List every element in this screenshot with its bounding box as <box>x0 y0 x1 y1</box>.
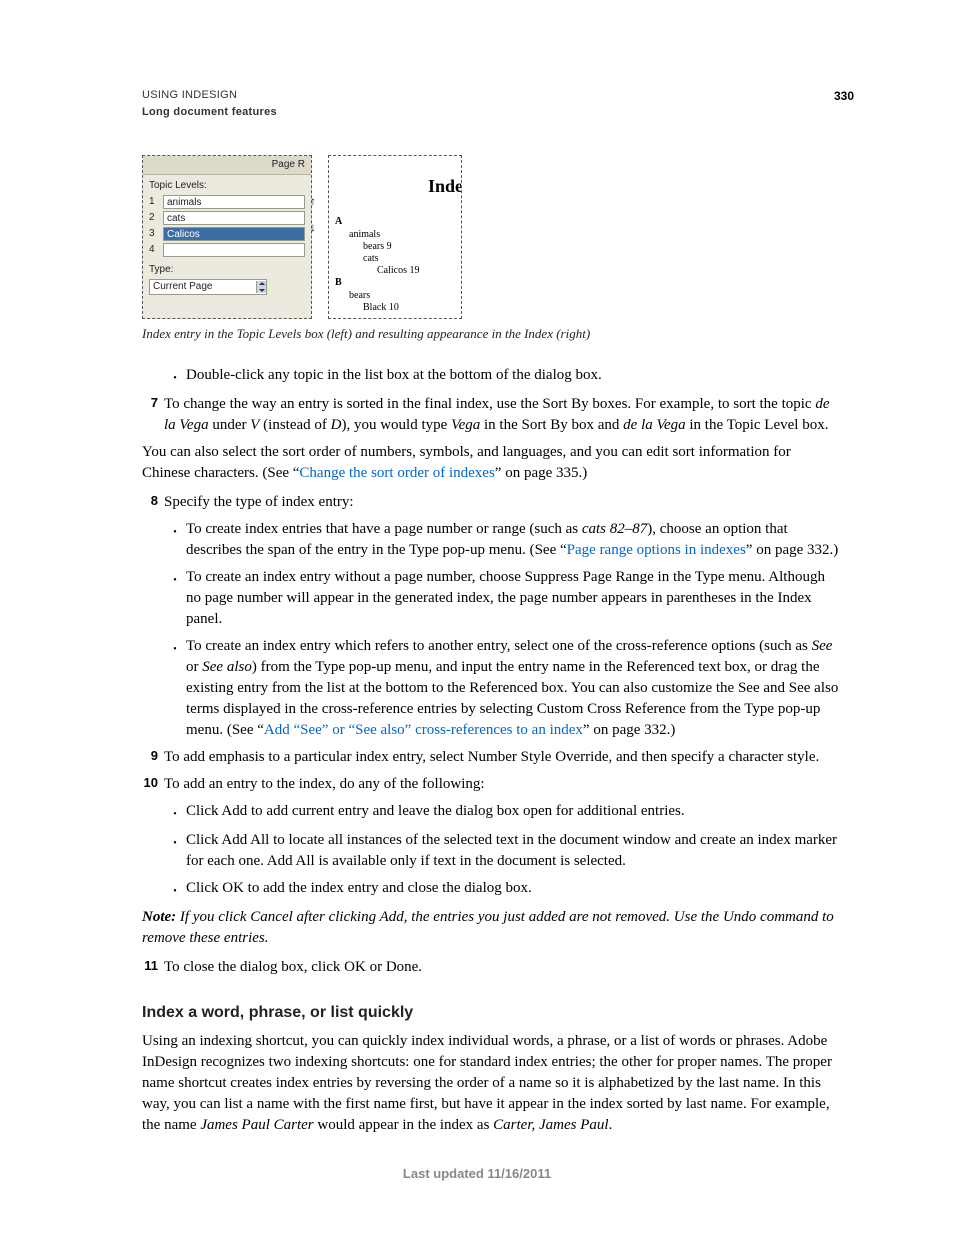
row-num: 2 <box>149 211 159 225</box>
topic-levels-panel: Page R Topic Levels: 1 animals 2 cats 3 Cal… <box>142 155 312 319</box>
move-up-icon[interactable]: ↑ <box>307 195 319 207</box>
index-preview-title: Inde <box>428 174 462 199</box>
idx-line: Black 10 <box>363 302 455 314</box>
link-page-range-options[interactable]: Page range options in indexes <box>567 542 746 558</box>
row-num: 1 <box>149 195 159 209</box>
link-change-sort-order[interactable]: Change the sort order of indexes <box>299 465 494 481</box>
step-8: 8Specify the type of index entry: <box>142 492 842 513</box>
running-header: USING INDESIGN Long document features <box>142 88 277 121</box>
row-field[interactable] <box>163 243 305 257</box>
row-field[interactable]: animals <box>163 195 305 209</box>
idx-line: animals <box>349 229 455 241</box>
figure: Page R Topic Levels: 1 animals 2 cats 3 Cal… <box>142 155 842 319</box>
step-10: 10To add an entry to the index, do any o… <box>142 774 842 795</box>
step-9: 9To add emphasis to a particular index e… <box>142 747 842 768</box>
index-preview-panel: Inde A animals bears 9 cats Calicos 19 B… <box>328 155 462 319</box>
figure-caption: Index entry in the Topic Levels box (lef… <box>142 325 842 343</box>
footer-last-updated: Last updated 11/16/2011 <box>0 1165 954 1183</box>
bullet: To create index entries that have a page… <box>164 519 842 561</box>
bullet: Click Add to add current entry and leave… <box>164 801 842 824</box>
step-7: 7To change the way an entry is sorted in… <box>142 394 842 436</box>
note: Note: If you click Cancel after clicking… <box>142 907 842 949</box>
page-number: 330 <box>834 88 854 105</box>
type-value: Current Page <box>153 280 212 294</box>
header-line1: USING INDESIGN <box>142 88 277 103</box>
page-content: Page R Topic Levels: 1 animals 2 cats 3 Cal… <box>142 155 842 1144</box>
type-select[interactable]: Current Page <box>149 279 267 295</box>
idx-line: Calicos 19 <box>377 265 455 277</box>
bullet: To create an index entry without a page … <box>164 567 842 630</box>
link-add-see-also[interactable]: Add “See” or “See also” cross-references… <box>264 722 583 738</box>
index-preview-body: A animals bears 9 cats Calicos 19 B bear… <box>335 216 455 314</box>
dropdown-carets-icon <box>256 281 266 293</box>
idx-line: bears <box>349 290 455 302</box>
body-paragraph: You can also select the sort order of nu… <box>142 442 842 484</box>
bullet: Click Add All to locate all instances of… <box>164 830 842 872</box>
row-field[interactable]: Calicos <box>163 227 305 241</box>
header-line2: Long document features <box>142 105 277 120</box>
step-11: 11To close the dialog box, click OK or D… <box>142 957 842 978</box>
idx-line: B <box>335 277 455 289</box>
section-heading: Index a word, phrase, or list quickly <box>142 1002 842 1024</box>
panel-titlebar: Page R <box>143 156 311 175</box>
bullet: Double-click any topic in the list box a… <box>164 365 842 388</box>
row-num: 3 <box>149 227 159 241</box>
move-down-icon[interactable]: ↓ <box>307 221 319 233</box>
row-num: 4 <box>149 243 159 257</box>
body-paragraph: Using an indexing shortcut, you can quic… <box>142 1031 842 1136</box>
bullet: To create an index entry which refers to… <box>164 636 842 741</box>
topic-levels-rows: 1animals 2cats 3Calicos 4 ↑ ↓ <box>149 195 305 257</box>
idx-line: A <box>335 216 455 228</box>
bullet: Click OK to add the index entry and clos… <box>164 878 842 901</box>
topic-levels-label: Topic Levels: <box>149 179 305 193</box>
type-label: Type: <box>149 263 305 277</box>
idx-line: cats <box>363 253 455 265</box>
idx-line: bears 9 <box>363 241 455 253</box>
row-field[interactable]: cats <box>163 211 305 225</box>
